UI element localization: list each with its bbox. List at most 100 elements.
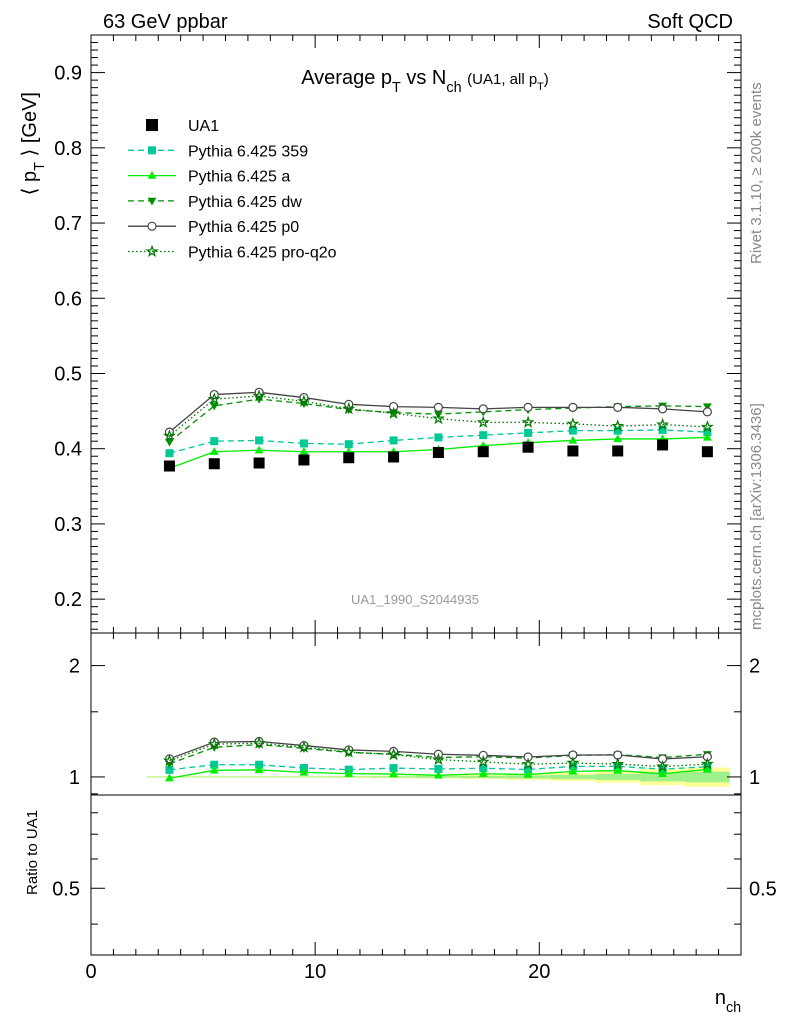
ratio-point xyxy=(523,769,533,778)
data-point xyxy=(658,425,667,434)
ratio-tick-label-left: 0.5 xyxy=(52,878,80,900)
ratio-point xyxy=(524,765,533,774)
legend-marker xyxy=(146,119,158,131)
ratio-point xyxy=(566,756,580,769)
data-point xyxy=(343,452,355,464)
legend-label: Pythia 6.425 pro-q2o xyxy=(188,245,337,262)
y-tick-label: 0.5 xyxy=(54,363,82,385)
ratio-point xyxy=(702,764,712,773)
ratio-point xyxy=(210,760,219,769)
ratio-point xyxy=(252,736,266,749)
data-point xyxy=(478,404,488,414)
ratio-series-layer xyxy=(162,736,714,782)
ratio-point xyxy=(568,762,577,771)
legend-label: Pythia 6.425 p0 xyxy=(188,219,299,236)
x-axis-label: nch xyxy=(715,987,741,1016)
data-point xyxy=(165,449,174,458)
ratio-point xyxy=(434,770,443,779)
data-point xyxy=(657,439,669,451)
legend-marker xyxy=(147,171,157,179)
data-point xyxy=(700,420,714,433)
y-tick-label: 0.2 xyxy=(54,589,82,611)
data-point xyxy=(656,417,669,431)
x-tick-label: 0 xyxy=(85,961,96,983)
data-point xyxy=(657,404,668,414)
data-point xyxy=(568,435,578,444)
header-right: Soft QCD xyxy=(647,11,733,33)
y-tick-label: 0.9 xyxy=(54,63,82,85)
data-point xyxy=(163,460,175,472)
data-point xyxy=(344,440,353,449)
data-point xyxy=(568,426,577,435)
ratio-point xyxy=(476,754,490,768)
data-point xyxy=(342,401,356,415)
legend-label: Pythia 6.425 a xyxy=(188,169,290,186)
ratio-point xyxy=(613,765,623,774)
side-label-bottom: mcplots.cern.ch [arXiv:1306.3436] xyxy=(748,403,765,630)
ratio-point xyxy=(297,740,311,753)
data-point xyxy=(566,417,580,430)
legend-label: UA1 xyxy=(188,118,219,135)
y-tick-label: 0.6 xyxy=(54,288,82,310)
legend-entry: UA1 xyxy=(146,118,219,135)
data-point xyxy=(389,436,398,445)
ratio-point xyxy=(209,765,219,774)
ratio-point xyxy=(478,769,488,777)
legend-entry: Pythia 6.425 359 xyxy=(128,143,308,160)
legend-marker xyxy=(145,244,159,257)
data-point xyxy=(252,389,266,402)
ratio-band-inner xyxy=(550,774,596,780)
data-point xyxy=(388,451,400,463)
data-point xyxy=(209,447,219,455)
ratio-plot-frame xyxy=(90,632,742,956)
ratio-band-inner xyxy=(460,775,506,779)
data-point xyxy=(701,446,713,458)
data-point xyxy=(479,431,488,440)
legend-marker xyxy=(148,146,156,155)
series-4 xyxy=(162,389,714,442)
ratio-point xyxy=(658,769,667,777)
data-point xyxy=(254,445,264,454)
ratio-band-inner xyxy=(191,776,237,778)
data-point xyxy=(298,454,310,466)
ratio-tick-label-right: 2 xyxy=(749,656,760,678)
data-point xyxy=(207,392,221,405)
ratio-band-inner xyxy=(326,776,372,778)
series-data-ua1 xyxy=(163,439,713,472)
data-point xyxy=(388,401,399,412)
y-tick-label: 0.7 xyxy=(54,213,82,235)
ratio-point xyxy=(521,757,535,770)
ratio-point xyxy=(344,769,354,777)
data-point xyxy=(612,445,624,457)
ratio-tick-label-right: 0.5 xyxy=(749,878,777,900)
legend-marker xyxy=(147,221,157,231)
ratio-point xyxy=(254,765,264,774)
ratio-point xyxy=(255,760,264,769)
ratio-tick-label-right: 1 xyxy=(749,767,760,789)
data-point xyxy=(613,402,623,412)
data-point xyxy=(521,415,535,428)
side-label-top: Rivet 3.1.10, ≥ 200k events xyxy=(748,82,765,264)
x-tick-label: 10 xyxy=(304,961,326,983)
y-tick-label: 0.3 xyxy=(54,514,82,536)
ratio-tick-label-left: 1 xyxy=(69,767,80,789)
ratio-point xyxy=(389,769,398,778)
ratio-tick-label-left: 2 xyxy=(69,656,80,678)
ratio-y-axis-label: Ratio to UA1 xyxy=(24,810,41,895)
x-tick-label: 20 xyxy=(528,961,550,983)
data-point xyxy=(613,426,622,435)
legend-entry: Pythia 6.425 dw xyxy=(128,194,302,211)
data-point xyxy=(165,438,174,447)
data-point xyxy=(433,402,444,412)
data-point xyxy=(476,415,490,428)
data-point xyxy=(253,457,265,469)
data-point xyxy=(477,446,489,458)
ratio-point xyxy=(299,767,309,776)
ratio-band-inner xyxy=(684,771,730,783)
ratio-point xyxy=(342,745,356,758)
legend-label: Pythia 6.425 dw xyxy=(188,194,302,211)
ratio-point xyxy=(479,764,488,773)
header-left: 63 GeV ppbar xyxy=(103,11,228,33)
data-point xyxy=(387,406,400,419)
